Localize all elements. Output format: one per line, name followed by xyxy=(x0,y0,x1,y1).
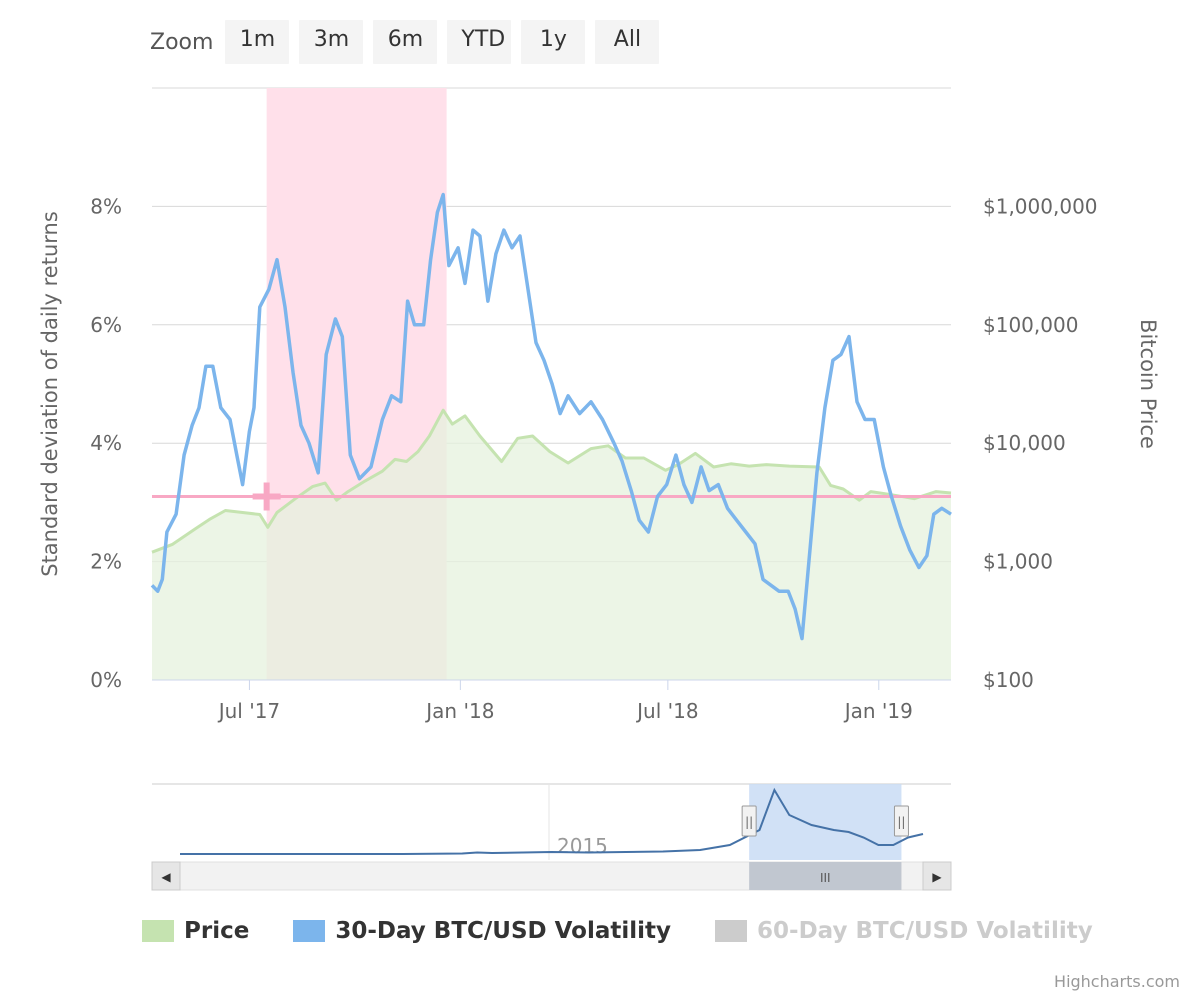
navigator-handle-right-grip: || xyxy=(897,815,905,829)
volatility-30-day-line xyxy=(150,192,952,641)
legend-swatch-30-day-volatility xyxy=(293,920,326,942)
y-right-tick-label-4: $1,000,000 xyxy=(983,194,1098,218)
y-left-tick-label-0: 0% xyxy=(90,668,122,692)
legend-item-price[interactable]: Price xyxy=(142,918,249,944)
scrollbar-right-button[interactable] xyxy=(922,861,952,891)
y-right-tick-label-2: $10,000 xyxy=(983,431,1066,455)
scrollbar-thumb[interactable] xyxy=(749,862,902,890)
scrollbar-right-arrow-icon: ▶ xyxy=(932,870,942,884)
price-area xyxy=(152,410,951,680)
y-right-tick-label-3: $100,000 xyxy=(983,313,1078,337)
legend-swatch-60-day-volatility xyxy=(715,920,748,942)
x-tick-label-0: Jul '17 xyxy=(217,699,280,723)
y-right-tick-label-0: $100 xyxy=(983,668,1034,692)
navigator-series-line xyxy=(180,787,924,855)
y-left-tick-label-1: 2% xyxy=(90,550,122,574)
legend-item-30-day-volatility[interactable]: 30-Day BTC/USD Volatility xyxy=(293,918,671,944)
navigator-handle-left[interactable] xyxy=(741,805,757,837)
zoom-button-all[interactable]: All xyxy=(595,20,660,64)
scrollbar-left-button[interactable] xyxy=(151,861,181,891)
x-tick-label-3: Jan '19 xyxy=(843,699,913,723)
x-tick-label-1: Jan '18 xyxy=(424,699,494,723)
navigator-handle-left-grip: || xyxy=(745,815,753,829)
zoom-bar: Zoom 1m 3m 6m YTD 1y All xyxy=(150,20,669,64)
y-left-tick-label-2: 4% xyxy=(90,431,122,455)
x-tick-label-2: Jul '18 xyxy=(635,699,698,723)
zoom-button-1y[interactable]: 1y xyxy=(521,20,586,64)
legend-swatch-price xyxy=(142,920,174,942)
navigator-window xyxy=(749,784,902,860)
zoom-label: Zoom xyxy=(150,29,214,55)
legend-label-price: Price xyxy=(184,918,250,944)
y-right-tick-label-1: $1,000 xyxy=(983,550,1053,574)
legend-label-30-day-volatility: 30-Day BTC/USD Volatility xyxy=(335,918,672,944)
zoom-button-1m[interactable]: 1m xyxy=(225,20,290,64)
zoom-button-3m[interactable]: 3m xyxy=(299,20,364,64)
scrollbar-left-arrow-icon: ◀ xyxy=(161,870,171,884)
legend-label-60-day-volatility: 60-Day BTC/USD Volatility xyxy=(757,918,1093,944)
plot-line-marker xyxy=(252,482,281,511)
navigator-year-label: 2015 xyxy=(557,834,608,858)
zoom-button-6m[interactable]: 6m xyxy=(373,20,438,64)
y-left-tick-label-3: 6% xyxy=(90,313,122,337)
legend-item-60-day-volatility[interactable]: 60-Day BTC/USD Volatility xyxy=(715,918,1093,944)
y-left-axis-title: Standard deviation of daily returns xyxy=(38,211,62,577)
legend: Price 30-Day BTC/USD Volatility 60-Day B… xyxy=(142,918,1137,944)
credits-link[interactable]: Highcharts.com xyxy=(1054,972,1180,991)
y-left-tick-label-4: 8% xyxy=(90,194,122,218)
navigator-handle-right[interactable] xyxy=(893,805,909,837)
zoom-button-ytd[interactable]: YTD xyxy=(447,20,512,64)
y-right-axis-title: Bitcoin Price xyxy=(1136,319,1160,449)
scrollbar-thumb-grip: III xyxy=(820,871,831,885)
price-line xyxy=(151,408,952,554)
